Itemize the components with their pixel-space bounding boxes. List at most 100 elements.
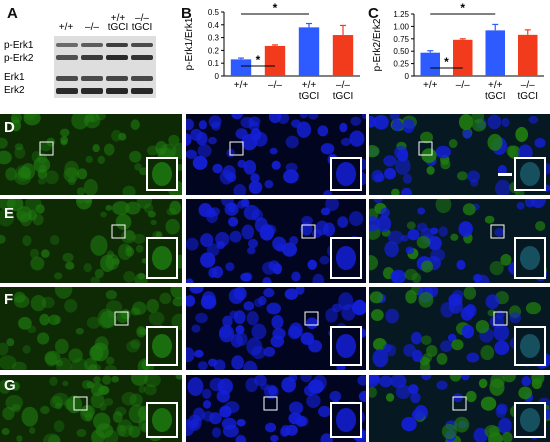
nucleus — [258, 296, 267, 306]
nucleus — [475, 319, 490, 334]
nucleus — [201, 291, 216, 307]
x-tick-label: –/– — [336, 80, 350, 91]
nucleus — [240, 272, 252, 282]
nucleus — [277, 114, 290, 125]
nucleus — [186, 149, 197, 159]
nucleus — [352, 426, 365, 442]
nucleus — [405, 289, 417, 304]
stain-texture — [24, 199, 42, 211]
nucleus — [218, 327, 233, 339]
nucleus — [403, 343, 416, 357]
nucleus — [251, 323, 267, 340]
nucleus — [509, 312, 522, 324]
nucleus — [372, 338, 387, 351]
nucleus — [444, 429, 456, 442]
micrograph-image — [186, 114, 366, 195]
nucleus — [186, 295, 196, 307]
stain-texture — [11, 361, 27, 370]
micrograph-background — [369, 287, 550, 370]
nucleus — [494, 340, 510, 356]
nucleus — [522, 170, 537, 188]
nucleus — [351, 300, 366, 316]
nucleus — [353, 299, 366, 314]
stain-texture — [150, 219, 157, 226]
micrograph-E-merge — [369, 199, 550, 283]
stain-texture — [6, 338, 15, 347]
inset-box — [330, 157, 362, 191]
stain-texture — [49, 395, 63, 409]
nucleus — [531, 378, 542, 390]
stain-texture — [99, 310, 117, 328]
nucleus — [200, 233, 214, 248]
nucleus — [289, 236, 299, 246]
stain-texture — [166, 207, 177, 216]
nucleus — [268, 114, 282, 124]
inset-box — [330, 237, 362, 279]
significance-star: * — [444, 55, 449, 69]
nucleus — [396, 141, 407, 151]
stain-texture — [159, 156, 167, 164]
nucleus — [423, 233, 433, 244]
nucleus — [195, 312, 208, 324]
stain-texture — [83, 179, 98, 195]
stain-texture — [172, 297, 182, 307]
stain-texture — [54, 338, 69, 355]
stain-texture — [23, 114, 37, 121]
nucleus — [235, 128, 248, 140]
nucleus — [320, 207, 331, 216]
stain-texture — [139, 328, 148, 336]
nucleus — [272, 263, 283, 275]
nucleus — [455, 322, 470, 336]
nucleus — [488, 425, 501, 436]
nucleus — [421, 335, 432, 346]
roi-box — [111, 224, 126, 239]
stain-texture — [33, 156, 51, 173]
stain-texture — [94, 336, 109, 351]
inset-cell — [152, 408, 172, 432]
nucleus — [465, 304, 476, 314]
stain-texture — [21, 406, 39, 427]
nucleus — [288, 401, 304, 415]
panel-label-e: E — [4, 205, 15, 222]
stain-texture — [30, 294, 47, 312]
nucleus — [235, 436, 246, 442]
nucleus — [231, 114, 243, 120]
nucleus — [200, 252, 216, 268]
nucleus — [282, 242, 298, 257]
stain-texture — [38, 164, 47, 173]
stain-texture — [94, 364, 102, 370]
nucleus — [252, 131, 268, 147]
stain-texture — [90, 382, 104, 397]
stain-texture — [117, 243, 133, 261]
stain-texture — [125, 424, 133, 430]
significance-star: * — [460, 1, 465, 15]
stain-texture — [54, 287, 73, 299]
nucleus — [186, 347, 195, 363]
nucleus — [421, 148, 437, 163]
nucleus — [265, 422, 277, 433]
nucleus — [461, 324, 475, 339]
band-perk1-lane1 — [56, 43, 78, 47]
nucleus — [369, 145, 380, 158]
stain-texture — [35, 204, 45, 214]
bar — [420, 52, 440, 76]
nucleus — [369, 115, 377, 128]
nucleus — [357, 375, 366, 386]
stain-texture — [157, 422, 166, 430]
nucleus — [291, 271, 301, 282]
stain-texture — [125, 201, 141, 215]
y-tick-label: 0.5 — [208, 8, 220, 17]
nucleus — [233, 310, 246, 325]
stain-texture — [130, 119, 140, 130]
nucleus — [186, 278, 194, 283]
nucleus — [272, 327, 286, 340]
nucleus — [209, 207, 221, 217]
nucleus — [466, 352, 480, 363]
nucleus — [369, 386, 378, 398]
stain-texture — [104, 364, 117, 370]
micrograph-E-nuclear-stain — [186, 199, 366, 283]
nucleus — [333, 421, 342, 431]
nucleus — [349, 409, 365, 425]
stain-texture — [169, 200, 182, 215]
nucleus — [487, 309, 496, 317]
